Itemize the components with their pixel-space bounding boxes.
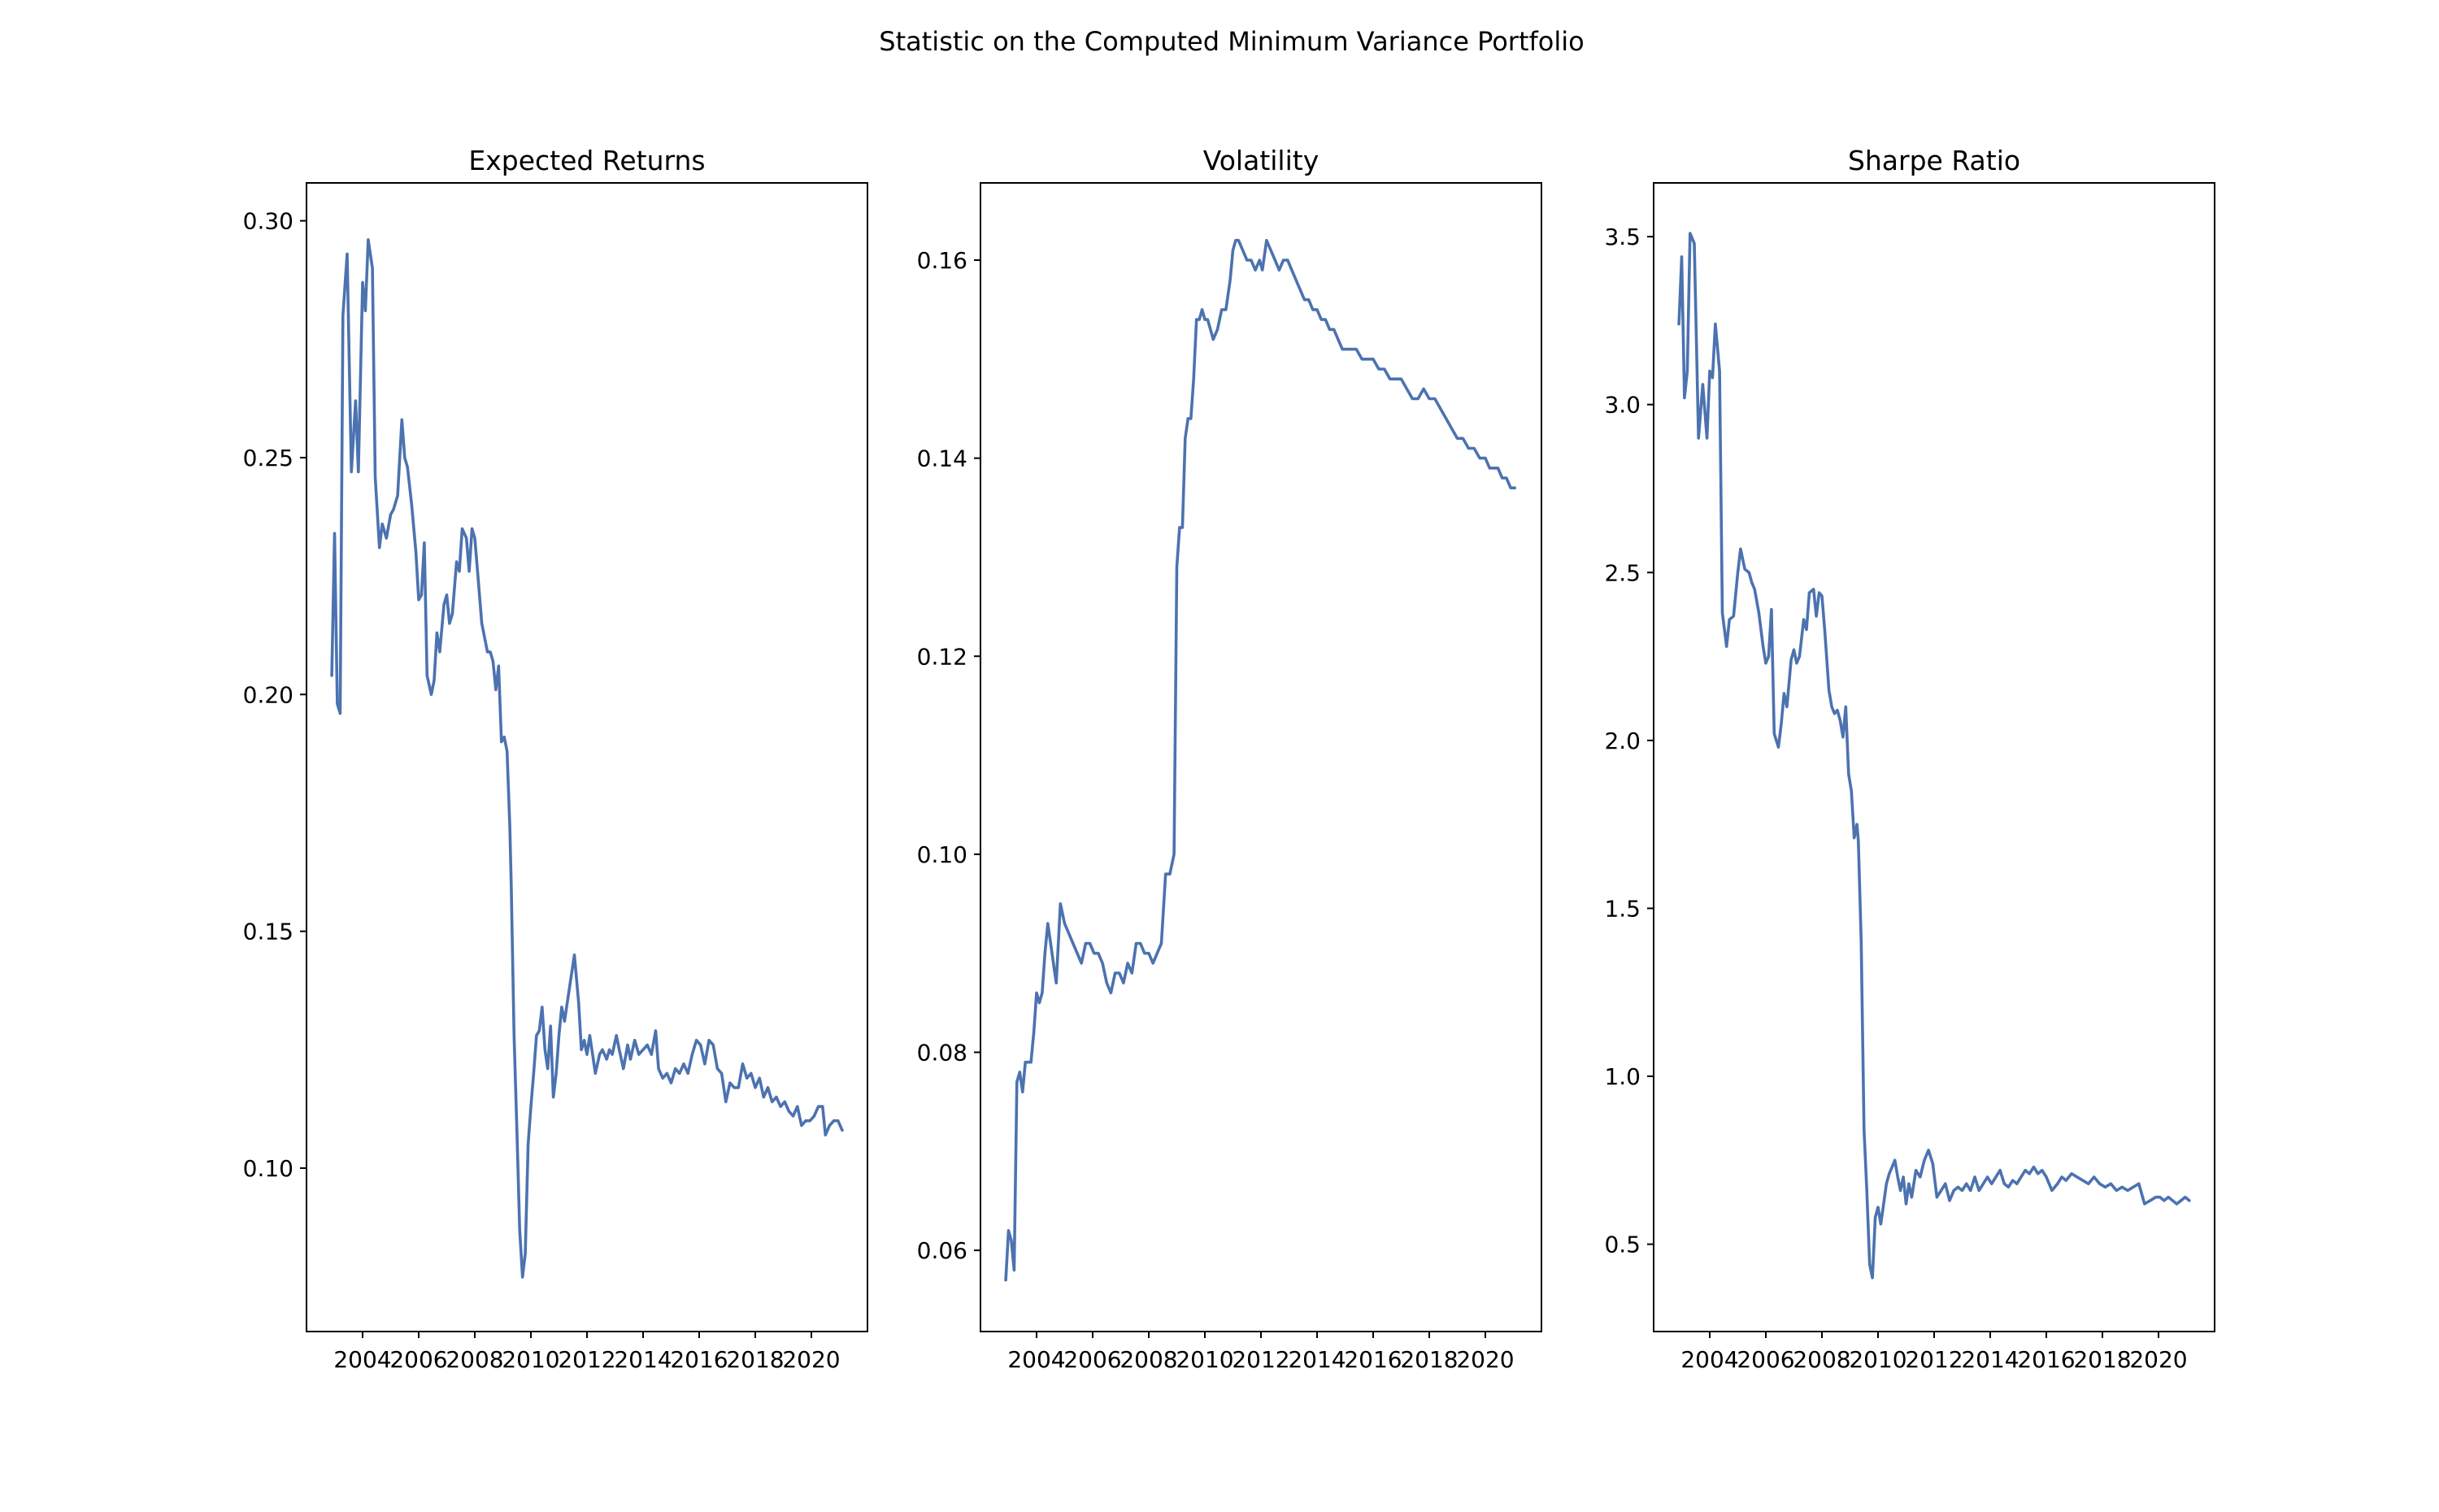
sharpe-ratio-xtick-label: 2016 <box>2017 1346 2075 1373</box>
expected-returns-xtick-label: 2018 <box>726 1346 784 1373</box>
sharpe-ratio-ytick-label: 3.0 <box>1604 392 1641 419</box>
volatility-xtick-label: 2006 <box>1063 1346 1121 1373</box>
expected-returns-series-line <box>330 238 844 1279</box>
volatility-ytick-label: 0.10 <box>917 841 967 868</box>
expected-returns-ytick-label: 0.10 <box>243 1155 293 1182</box>
sharpe-ratio-ytick-label: 1.0 <box>1604 1063 1641 1090</box>
expected-returns-xtick-label: 2012 <box>558 1346 615 1373</box>
sharpe-ratio-ytick-label: 2.5 <box>1604 559 1641 586</box>
expected-returns-xtick-label: 2014 <box>614 1346 672 1373</box>
volatility-series-line <box>1004 238 1516 1282</box>
volatility-xtick-label: 2018 <box>1400 1346 1458 1373</box>
sharpe-ratio-xtick-label: 2020 <box>2129 1346 2187 1373</box>
volatility-title: Volatility <box>1203 145 1319 176</box>
expected-returns-ytick-label: 0.20 <box>243 681 293 708</box>
volatility-xtick-label: 2020 <box>1456 1346 1514 1373</box>
sharpe-ratio-xtick-label: 2004 <box>1680 1346 1738 1373</box>
sharpe-ratio-xtick-label: 2006 <box>1737 1346 1794 1373</box>
volatility-axes: Volatility0.060.080.100.120.140.16200420… <box>917 145 1542 1373</box>
volatility-xtick-label: 2012 <box>1232 1346 1289 1373</box>
sharpe-ratio-ytick-label: 3.5 <box>1604 224 1641 250</box>
volatility-ytick-label: 0.14 <box>917 445 967 472</box>
expected-returns-xtick-label: 2016 <box>670 1346 728 1373</box>
expected-returns-xtick-label: 2010 <box>502 1346 559 1373</box>
expected-returns-ytick-label: 0.30 <box>243 208 293 235</box>
sharpe-ratio-xtick-label: 2018 <box>2073 1346 2131 1373</box>
sharpe-ratio-series-line <box>1677 232 2191 1280</box>
sharpe-ratio-plot-frame <box>1653 182 2215 1332</box>
expected-returns-plot-frame <box>306 182 868 1332</box>
volatility-plot-frame <box>980 182 1542 1332</box>
expected-returns-ytick-label: 0.25 <box>243 445 293 471</box>
sharpe-ratio-xtick-label: 2010 <box>1849 1346 1906 1373</box>
volatility-xtick-label: 2014 <box>1288 1346 1346 1373</box>
sharpe-ratio-ytick-label: 0.5 <box>1604 1232 1641 1258</box>
volatility-xtick-label: 2016 <box>1344 1346 1402 1373</box>
expected-returns-xtick-label: 2004 <box>333 1346 391 1373</box>
volatility-xtick-label: 2010 <box>1176 1346 1233 1373</box>
expected-returns-title: Expected Returns <box>468 145 705 176</box>
axes-layer: Expected Returns 0.10 0.15 0.20 0.25 0.30 2004… <box>243 145 2215 1373</box>
volatility-xtick-label: 2004 <box>1007 1346 1065 1373</box>
sharpe-ratio-axes: Sharpe Ratio0.51.01.52.02.53.03.52004200… <box>1604 145 2215 1373</box>
sharpe-ratio-ytick-label: 2.0 <box>1604 728 1641 754</box>
expected-returns-axes: Expected Returns 0.10 0.15 0.20 0.25 0.30 2004… <box>243 145 868 1373</box>
volatility-ytick-label: 0.12 <box>917 643 967 670</box>
sharpe-ratio-xtick-label: 2014 <box>1961 1346 2019 1373</box>
expected-returns-xtick-label: 2006 <box>389 1346 447 1373</box>
volatility-xtick-label: 2008 <box>1120 1346 1177 1373</box>
volatility-ytick-label: 0.06 <box>917 1237 967 1264</box>
volatility-ytick-label: 0.16 <box>917 247 967 274</box>
expected-returns-ytick-label: 0.15 <box>243 919 293 945</box>
sharpe-ratio-title: Sharpe Ratio <box>1848 145 2020 176</box>
expected-returns-xtick-label: 2008 <box>446 1346 503 1373</box>
sharpe-ratio-xtick-label: 2008 <box>1793 1346 1850 1373</box>
volatility-ytick-label: 0.08 <box>917 1039 967 1066</box>
sharpe-ratio-ytick-label: 1.5 <box>1604 895 1641 922</box>
expected-returns-xtick-label: 2020 <box>782 1346 840 1373</box>
sharpe-ratio-xtick-label: 2012 <box>1905 1346 1963 1373</box>
figure-title: Statistic on the Computed Minimum Varian… <box>879 26 1584 57</box>
